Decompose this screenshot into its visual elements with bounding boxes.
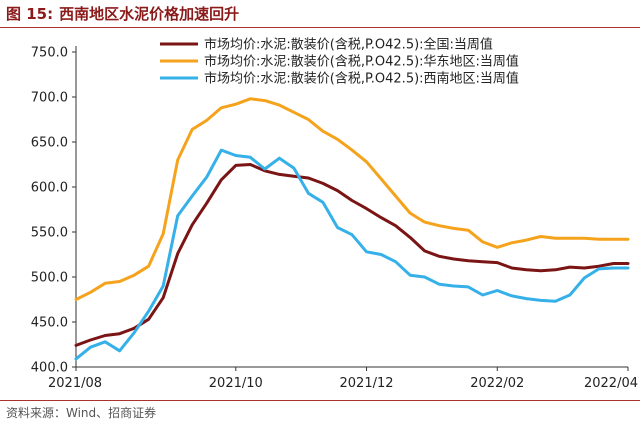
x-tick-label: 2022/02 <box>470 376 524 391</box>
x-tick-label: 2022/04 <box>584 376 638 391</box>
y-tick-label: 700.0 <box>31 91 68 106</box>
source-divider <box>0 400 640 401</box>
source-note: 资料来源：Wind、招商证券 <box>6 406 157 420</box>
y-tick-label: 400.0 <box>31 361 68 376</box>
figure-title: 图 15: 西南地区水泥价格加速回升 <box>6 3 634 25</box>
y-tick-label: 750.0 <box>31 46 68 61</box>
x-tick-label: 2021/08 <box>48 376 102 391</box>
series-line-2 <box>74 97 630 301</box>
y-tick-label: 450.0 <box>31 316 68 331</box>
series-line-3 <box>74 148 630 361</box>
figure-number: 图 15: <box>6 5 54 23</box>
x-tick-label: 2021/12 <box>340 376 394 391</box>
series-line-1 <box>74 163 630 347</box>
legend-label-2: 市场均价:水泥:散装价(含税,P.O42.5):华东地区:当周值 <box>204 54 519 70</box>
title-divider <box>0 27 640 28</box>
y-tick-label: 500.0 <box>31 271 68 286</box>
x-tick-label: 2021/10 <box>209 376 263 391</box>
legend-label-3: 市场均价:水泥:散装价(含税,P.O42.5):西南地区:当周值 <box>204 71 519 87</box>
legend-label-1: 市场均价:水泥:散装价(含税,P.O42.5):全国:当周值 <box>204 37 493 53</box>
y-tick-label: 600.0 <box>31 181 68 196</box>
figure-title-text: 西南地区水泥价格加速回升 <box>59 5 240 23</box>
y-tick-label: 650.0 <box>31 136 68 151</box>
y-tick-label: 550.0 <box>31 226 68 241</box>
